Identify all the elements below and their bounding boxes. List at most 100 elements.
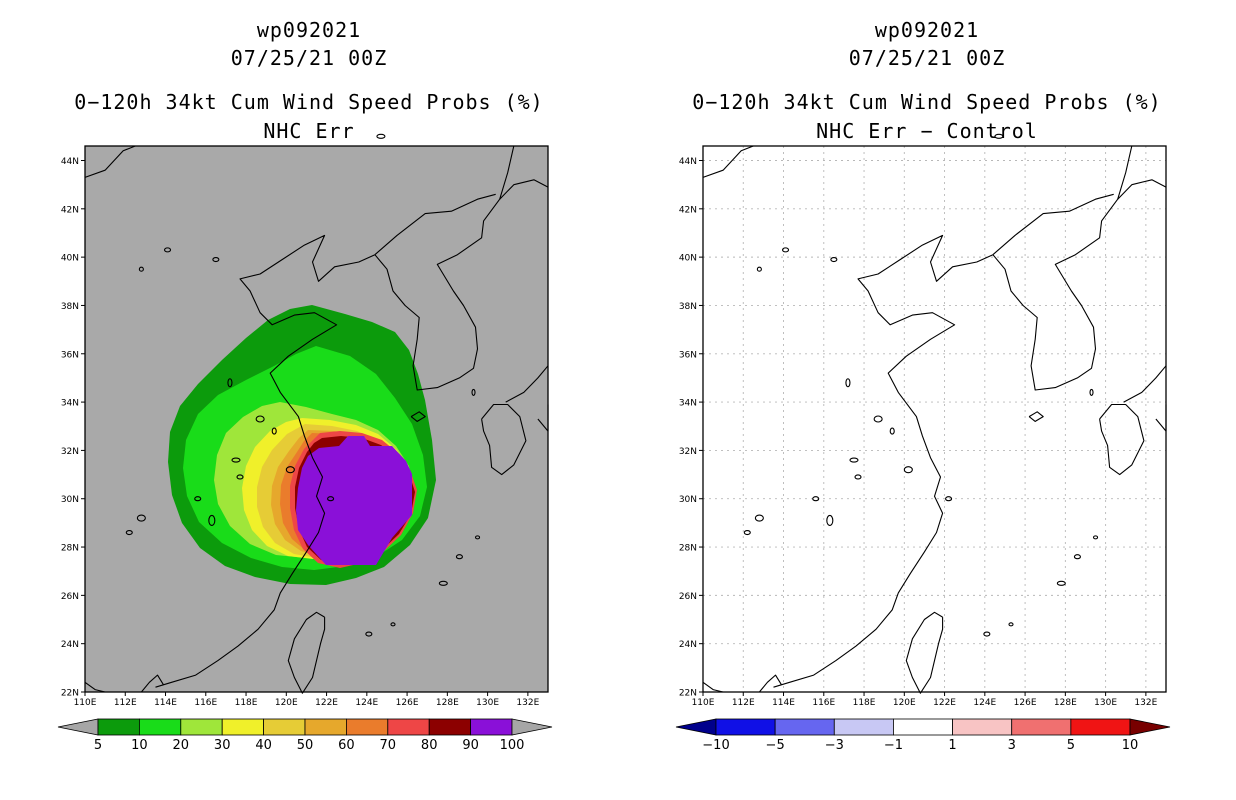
- lon-tick-label: 122E: [933, 698, 956, 708]
- lat-tick-label: 22N: [61, 689, 79, 699]
- lat-tick-label: 28N: [61, 544, 79, 554]
- lon-tick-label: 110E: [692, 698, 715, 708]
- left-panel: wp092021 07/25/21 00Z 0−120h 34kt Cum Wi…: [57, 18, 553, 753]
- korea-coast: [992, 198, 1119, 391]
- pearl-delta: [758, 674, 782, 693]
- lat-tick-label: 26N: [61, 592, 79, 602]
- colorbar-box: [304, 718, 347, 736]
- taihu-lake: [903, 466, 913, 474]
- colorbar-label: 5: [1067, 738, 1075, 753]
- lake-west-2: [812, 496, 820, 502]
- colorbar-box: [1070, 718, 1131, 736]
- chaohu-lake: [849, 457, 859, 463]
- lat-tick-label: 34N: [61, 399, 79, 409]
- mongolia-border: [84, 145, 136, 178]
- kyushu: [481, 403, 527, 476]
- lake-west-1: [743, 529, 751, 536]
- russia-coast: [1117, 179, 1167, 200]
- panel-subtitle: NHC Err: [263, 119, 355, 143]
- china-korea-border: [992, 193, 1114, 256]
- lon-tick-label: 132E: [516, 698, 539, 708]
- probability-contours: [168, 305, 436, 585]
- tai-lake-north: [236, 474, 244, 480]
- colorbar-label: −5: [766, 738, 785, 753]
- jeju: [410, 411, 426, 422]
- prob-band-100-core: [296, 436, 412, 565]
- lake-northeast: [376, 133, 386, 139]
- colorbar-label: 90: [462, 738, 479, 753]
- colorbar-box: [833, 718, 894, 736]
- lake-west-1: [125, 529, 133, 536]
- lat-tick-label: 42N: [61, 205, 79, 215]
- lat-tick-label: 22N: [679, 689, 697, 699]
- colorbar-box: [138, 718, 182, 736]
- colorbar-label: 40: [255, 738, 272, 753]
- lat-tick-label: 24N: [61, 640, 79, 650]
- hongze-lake: [255, 415, 265, 423]
- lat-tick-label: 36N: [61, 350, 79, 360]
- colorbar-box: [952, 718, 1013, 736]
- russia-coast: [499, 179, 549, 200]
- colorbar-box: [774, 718, 835, 736]
- china-coast: [773, 234, 994, 688]
- map-frame: [84, 145, 549, 693]
- okinawa-2: [455, 554, 463, 560]
- colorbar-box: [97, 718, 140, 736]
- colorbar-label: 20: [173, 738, 190, 753]
- lon-tick-label: 114E: [154, 698, 177, 708]
- ryukyu-2: [390, 622, 396, 627]
- lat-tick-label: 32N: [679, 447, 697, 457]
- colorbar-box: [428, 718, 472, 736]
- lon-tick-label: 132E: [1134, 698, 1157, 708]
- colorbar-label: 50: [297, 738, 314, 753]
- colorbar-box: [470, 718, 513, 736]
- lon-tick-label: 112E: [114, 698, 137, 708]
- colorbar-box: [387, 718, 430, 736]
- lon-tick-label: 120E: [893, 698, 916, 708]
- colorbar-box: [180, 718, 223, 736]
- lat-tick-label: 38N: [679, 302, 697, 312]
- colorbar-label: 5: [94, 738, 102, 753]
- lon-tick-label: 116E: [194, 698, 217, 708]
- inland-lake-2: [830, 256, 838, 263]
- colorbar-label: 10: [1122, 738, 1139, 753]
- colorbar-label: 30: [214, 738, 231, 753]
- lake-west-2: [194, 496, 202, 502]
- tsushima: [471, 388, 476, 396]
- taiwan: [905, 611, 944, 694]
- colorbar-label: 60: [338, 738, 355, 753]
- map-axes: 110E 112E 114E 116E 118E 120E 122E 124E 126E 128E…: [679, 145, 1167, 708]
- colorbar-label: 70: [380, 738, 397, 753]
- colorbar-box: [1011, 718, 1072, 736]
- lat-tick-label: 34N: [679, 399, 697, 409]
- china-korea-border: [374, 193, 496, 256]
- lon-tick-label: 118E: [235, 698, 258, 708]
- product-title: 0−120h 34kt Cum Wind Speed Probs (%): [74, 90, 544, 114]
- colorbar-label: −1: [884, 738, 903, 753]
- colorbar-high-cap: [511, 718, 553, 736]
- lon-tick-label: 130E: [1094, 698, 1117, 708]
- lon-tick-label: 112E: [732, 698, 755, 708]
- map-gridlines: [703, 146, 1166, 692]
- hainan-edge: [84, 681, 106, 693]
- lon-tick-label: 126E: [1014, 698, 1037, 708]
- colorbar-high-cap: [1129, 718, 1171, 736]
- panel-subtitle: NHC Err − Control: [816, 119, 1038, 143]
- lon-tick-label: 114E: [772, 698, 795, 708]
- lat-tick-label: 40N: [679, 254, 697, 264]
- map-axes: 110E 112E 114E 116E 118E 120E 122E 124E 126E 128E…: [61, 145, 549, 708]
- colorbar-label: 3: [1008, 738, 1016, 753]
- korea-coast: [374, 198, 501, 391]
- lat-tick-label: 40N: [61, 254, 79, 264]
- lake-northeast: [994, 133, 1004, 139]
- gaoyou-lake: [889, 427, 895, 435]
- colorbar-probability: 5 10 20 30 40 50 60 70 80 90 100: [57, 718, 553, 753]
- okinawa-1: [1056, 580, 1066, 586]
- storm-id: wp092021: [256, 18, 362, 42]
- map-background: [703, 146, 1166, 692]
- inland-lake-2: [212, 256, 220, 263]
- kyushu: [1099, 403, 1145, 476]
- inland-lake-3: [138, 266, 144, 272]
- ryukyu-3: [1092, 535, 1099, 540]
- colorbar-low-cap: [57, 718, 99, 736]
